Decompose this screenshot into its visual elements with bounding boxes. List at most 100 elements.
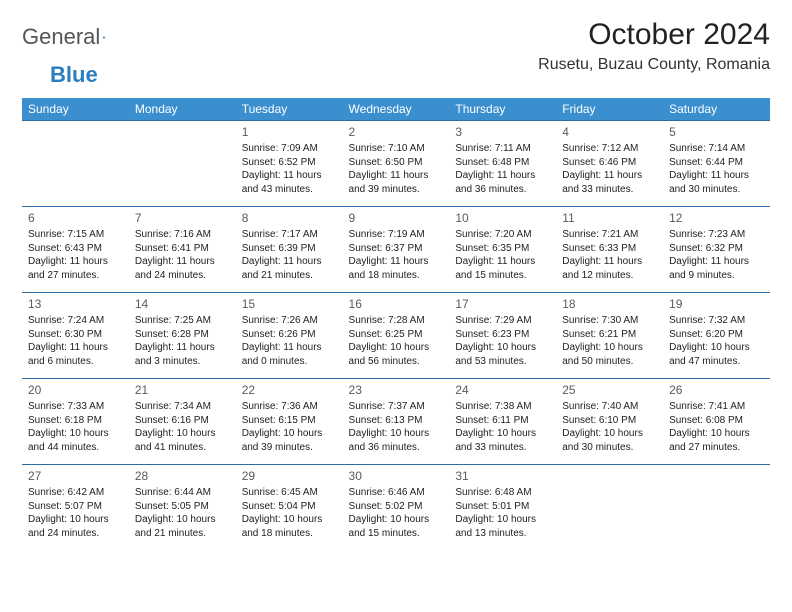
day-number: 23 [349, 382, 444, 398]
daylight-line: and 21 minutes. [135, 527, 230, 541]
calendar-header: SundayMondayTuesdayWednesdayThursdayFrid… [22, 98, 770, 121]
daylight-line: Daylight: 10 hours [242, 513, 337, 527]
weekday-header: Sunday [22, 98, 129, 121]
day-number: 11 [562, 210, 657, 226]
weekday-header: Wednesday [343, 98, 450, 121]
sunset-line: Sunset: 6:30 PM [28, 328, 123, 342]
day-number: 1 [242, 124, 337, 140]
sunrise-line: Sunrise: 7:32 AM [669, 314, 764, 328]
sunset-line: Sunset: 6:33 PM [562, 242, 657, 256]
calendar-empty [129, 121, 236, 207]
sunset-line: Sunset: 6:39 PM [242, 242, 337, 256]
sunrise-line: Sunrise: 7:17 AM [242, 228, 337, 242]
brand-logo: General [22, 24, 126, 50]
daylight-line: Daylight: 10 hours [455, 427, 550, 441]
brand-part1: General [22, 24, 100, 50]
calendar-day: 10Sunrise: 7:20 AMSunset: 6:35 PMDayligh… [449, 207, 556, 293]
sunset-line: Sunset: 6:43 PM [28, 242, 123, 256]
sunset-line: Sunset: 6:48 PM [455, 156, 550, 170]
sunset-line: Sunset: 5:04 PM [242, 500, 337, 514]
daylight-line: and 15 minutes. [349, 527, 444, 541]
calendar-day: 3 Sunrise: 7:11 AMSunset: 6:48 PMDaylight… [449, 121, 556, 207]
sunrise-line: Sunrise: 7:29 AM [455, 314, 550, 328]
sunset-line: Sunset: 5:02 PM [349, 500, 444, 514]
calendar-day: 12Sunrise: 7:23 AMSunset: 6:32 PMDayligh… [663, 207, 770, 293]
sunrise-line: Sunrise: 7:11 AM [455, 142, 550, 156]
daylight-line: and 43 minutes. [242, 183, 337, 197]
sunset-line: Sunset: 6:20 PM [669, 328, 764, 342]
day-number: 22 [242, 382, 337, 398]
sunset-line: Sunset: 6:52 PM [242, 156, 337, 170]
daylight-line: Daylight: 11 hours [455, 169, 550, 183]
calendar-day: 30Sunrise: 6:46 AMSunset: 5:02 PMDayligh… [343, 465, 450, 551]
sunset-line: Sunset: 6:35 PM [455, 242, 550, 256]
day-number: 14 [135, 296, 230, 312]
sunset-line: Sunset: 6:41 PM [135, 242, 230, 256]
daylight-line: and 18 minutes. [242, 527, 337, 541]
daylight-line: and 39 minutes. [349, 183, 444, 197]
calendar-day: 29Sunrise: 6:45 AMSunset: 5:04 PMDayligh… [236, 465, 343, 551]
day-number: 2 [349, 124, 444, 140]
daylight-line: Daylight: 10 hours [242, 427, 337, 441]
daylight-line: Daylight: 10 hours [669, 427, 764, 441]
daylight-line: and 33 minutes. [562, 183, 657, 197]
calendar-day: 15Sunrise: 7:26 AMSunset: 6:26 PMDayligh… [236, 293, 343, 379]
calendar-week: 1Sunrise: 7:09 AMSunset: 6:52 PMDaylight… [22, 121, 770, 207]
sunrise-line: Sunrise: 7:15 AM [28, 228, 123, 242]
calendar-day: 20Sunrise: 7:33 AMSunset: 6:18 PMDayligh… [22, 379, 129, 465]
daylight-line: and 13 minutes. [455, 527, 550, 541]
title-block: October 2024 Rusetu, Buzau County, Roman… [538, 18, 770, 74]
daylight-line: Daylight: 11 hours [242, 255, 337, 269]
weekday-header: Friday [556, 98, 663, 121]
day-number: 24 [455, 382, 550, 398]
daylight-line: Daylight: 10 hours [135, 427, 230, 441]
daylight-line: and 41 minutes. [135, 441, 230, 455]
day-number: 12 [669, 210, 764, 226]
brand-part2: Blue [50, 62, 98, 88]
daylight-line: Daylight: 11 hours [135, 255, 230, 269]
calendar-day: 6Sunrise: 7:15 AMSunset: 6:43 PMDaylight… [22, 207, 129, 293]
sunset-line: Sunset: 6:26 PM [242, 328, 337, 342]
daylight-line: Daylight: 10 hours [562, 341, 657, 355]
sunrise-line: Sunrise: 7:14 AM [669, 142, 764, 156]
calendar-day: 13Sunrise: 7:24 AMSunset: 6:30 PMDayligh… [22, 293, 129, 379]
day-number: 6 [28, 210, 123, 226]
month-title: October 2024 [538, 18, 770, 52]
calendar-empty [22, 121, 129, 207]
daylight-line: and 18 minutes. [349, 269, 444, 283]
daylight-line: and 53 minutes. [455, 355, 550, 369]
daylight-line: Daylight: 11 hours [349, 169, 444, 183]
sunrise-line: Sunrise: 7:20 AM [455, 228, 550, 242]
day-number: 21 [135, 382, 230, 398]
calendar-day: 31Sunrise: 6:48 AMSunset: 5:01 PMDayligh… [449, 465, 556, 551]
daylight-line: and 24 minutes. [135, 269, 230, 283]
sunset-line: Sunset: 6:10 PM [562, 414, 657, 428]
daylight-line: and 15 minutes. [455, 269, 550, 283]
day-number: 18 [562, 296, 657, 312]
day-number: 29 [242, 468, 337, 484]
daylight-line: and 24 minutes. [28, 527, 123, 541]
calendar-day: 9Sunrise: 7:19 AMSunset: 6:37 PMDaylight… [343, 207, 450, 293]
calendar-day: 21Sunrise: 7:34 AMSunset: 6:16 PMDayligh… [129, 379, 236, 465]
sail-icon [102, 28, 106, 46]
daylight-line: and 36 minutes. [349, 441, 444, 455]
day-number: 27 [28, 468, 123, 484]
daylight-line: and 36 minutes. [455, 183, 550, 197]
calendar-day: 17Sunrise: 7:29 AMSunset: 6:23 PMDayligh… [449, 293, 556, 379]
sunset-line: Sunset: 5:05 PM [135, 500, 230, 514]
calendar-body: 1Sunrise: 7:09 AMSunset: 6:52 PMDaylight… [22, 121, 770, 551]
day-number: 3 [455, 124, 550, 140]
calendar-day: 7Sunrise: 7:16 AMSunset: 6:41 PMDaylight… [129, 207, 236, 293]
daylight-line: and 12 minutes. [562, 269, 657, 283]
calendar-week: 13Sunrise: 7:24 AMSunset: 6:30 PMDayligh… [22, 293, 770, 379]
sunrise-line: Sunrise: 6:48 AM [455, 486, 550, 500]
day-number: 13 [28, 296, 123, 312]
calendar-day: 28Sunrise: 6:44 AMSunset: 5:05 PMDayligh… [129, 465, 236, 551]
sunset-line: Sunset: 5:01 PM [455, 500, 550, 514]
sunset-line: Sunset: 6:25 PM [349, 328, 444, 342]
daylight-line: and 3 minutes. [135, 355, 230, 369]
sunrise-line: Sunrise: 6:46 AM [349, 486, 444, 500]
weekday-header: Saturday [663, 98, 770, 121]
calendar-day: 11Sunrise: 7:21 AMSunset: 6:33 PMDayligh… [556, 207, 663, 293]
day-number: 10 [455, 210, 550, 226]
